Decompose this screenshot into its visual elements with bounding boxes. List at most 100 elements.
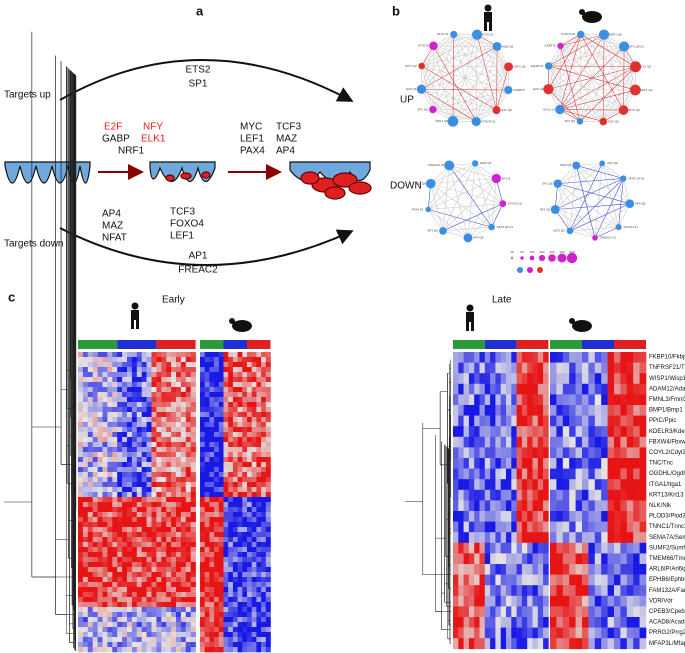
heat-cell (588, 394, 596, 406)
heat-cell (141, 352, 147, 358)
heat-cell (141, 547, 147, 553)
heat-cell (117, 352, 123, 358)
heat-cell (161, 562, 167, 568)
heat-cell (131, 567, 138, 573)
heat-cell (511, 394, 517, 406)
heat-cell (122, 452, 128, 458)
heat-cell (82, 352, 89, 358)
heat-cell (176, 377, 182, 383)
heat-cell (146, 562, 152, 568)
heat-cell (484, 362, 491, 374)
heat-cell (463, 362, 470, 374)
heat-cell (588, 542, 596, 554)
heat-cell (141, 577, 147, 583)
heat-cell (176, 427, 182, 433)
heat-cell (107, 387, 113, 393)
heat-cell (190, 492, 196, 498)
heat-cell (550, 542, 557, 554)
heat-cell (562, 617, 570, 628)
heat-cell (190, 487, 196, 493)
heat-cell (458, 521, 464, 533)
heat-cell (588, 468, 596, 480)
heat-cell (484, 479, 491, 491)
heat-cell (87, 542, 93, 548)
heat-cell (97, 557, 103, 563)
heat-cell (107, 527, 113, 533)
heat-cell (97, 632, 103, 638)
heat-cell (484, 436, 491, 448)
heat-cell (180, 387, 187, 393)
heat-cell (242, 457, 248, 463)
heat-cell (251, 352, 257, 358)
node (418, 62, 425, 70)
heat-cell (639, 564, 647, 575)
edge (442, 178, 497, 232)
heat-cell (131, 402, 138, 408)
heat-cell (223, 592, 229, 598)
group-bar (550, 340, 582, 349)
heat-cell (146, 542, 152, 548)
heat-cell (146, 362, 152, 368)
heat-cell (78, 552, 84, 558)
heat-cell (136, 392, 142, 398)
heat-cell (516, 638, 523, 650)
node-label: NFAT Q4 01 (497, 225, 514, 229)
heat-cell (127, 642, 133, 648)
heat-cell (112, 492, 118, 498)
heat-cell (117, 462, 123, 468)
heat-cell (453, 638, 459, 650)
heat-cell (582, 352, 589, 363)
heat-cell (131, 452, 138, 458)
node (577, 30, 585, 39)
heat-cell (228, 477, 234, 483)
heat-cell (550, 617, 557, 628)
heat-cell (247, 437, 252, 443)
heat-cell (242, 412, 248, 418)
heat-cell (463, 373, 470, 385)
heat-cell (537, 500, 544, 512)
heat-cell (458, 585, 464, 597)
heat-cell (102, 412, 108, 418)
heat-cell (87, 562, 93, 568)
heat-cell (242, 472, 248, 478)
heat-cell (131, 482, 138, 488)
heat-cell (131, 592, 138, 598)
heat-cell (176, 537, 182, 543)
edge (474, 163, 492, 228)
heat-cell (601, 436, 608, 448)
heat-cell (242, 382, 248, 388)
heat-cell (633, 511, 640, 522)
heat-cell (185, 587, 191, 593)
heat-cell (484, 574, 491, 586)
heat-cell (214, 387, 220, 393)
heat-cell (256, 487, 262, 493)
heat-cell (218, 482, 224, 488)
heat-cell (506, 415, 512, 427)
heat-cell (102, 427, 108, 433)
heat-cell (575, 564, 583, 575)
heat-cell (200, 352, 205, 358)
heat-cell (228, 382, 234, 388)
heat-cell (117, 627, 123, 633)
heat-cell (171, 522, 177, 528)
edge (430, 183, 444, 232)
heat-cell (146, 547, 152, 553)
heat-cell (479, 606, 486, 618)
heat-cell (265, 422, 271, 428)
heat-cell (136, 557, 142, 563)
heat-cell (176, 357, 182, 363)
heat-cell (117, 642, 123, 648)
heat-cell (166, 502, 172, 508)
heat-cell (117, 482, 123, 488)
heat-cell (209, 517, 215, 523)
heat-cell (204, 412, 210, 418)
heat-cell (251, 647, 257, 653)
heat-cell (117, 472, 123, 478)
heat-cell (232, 567, 238, 573)
heat-cell (166, 392, 172, 398)
heat-cell (588, 553, 596, 565)
node-label: YY1 Q6 (641, 65, 652, 69)
heat-cell (218, 437, 224, 443)
heat-cell (265, 517, 271, 523)
heat-cell (261, 532, 267, 538)
